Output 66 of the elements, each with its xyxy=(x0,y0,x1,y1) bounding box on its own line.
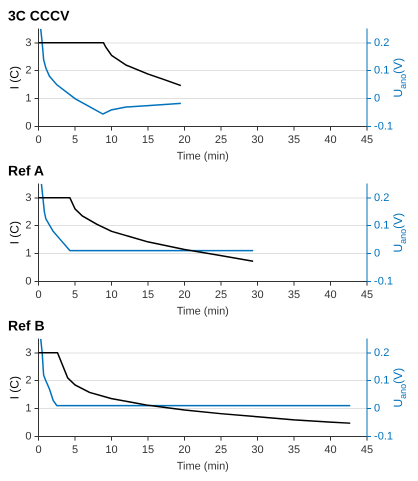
y2-axis-title: Uano(V) xyxy=(391,368,408,408)
x-tick-label: 30 xyxy=(251,289,264,302)
x-tick-label: 45 xyxy=(360,444,374,456)
x-tick-label: 10 xyxy=(105,444,118,456)
x-tick-label: 40 xyxy=(324,444,337,456)
y2-tick-label: 0.1 xyxy=(374,220,390,232)
x-tick-label: 10 xyxy=(105,289,118,302)
x-tick-label: 30 xyxy=(251,134,264,146)
y2-tick-label: 0.1 xyxy=(374,64,390,77)
x-tick-label: 40 xyxy=(324,134,337,146)
y-tick-label: 2 xyxy=(25,374,32,387)
x-tick-label: 45 xyxy=(360,134,374,146)
x-tick-label: 35 xyxy=(288,289,300,302)
x-tick-label: 15 xyxy=(142,289,154,302)
y-tick-label: 0 xyxy=(25,430,32,443)
x-tick-label: 40 xyxy=(324,289,337,302)
x-axis-title: Time (min) xyxy=(176,305,229,318)
x-axis-title: Time (min) xyxy=(176,460,229,472)
x-tick-label: 25 xyxy=(214,444,228,456)
y-tick-label: 1 xyxy=(25,402,32,415)
y2-tick-label: 0.2 xyxy=(374,36,390,49)
x-tick-label: 5 xyxy=(72,134,78,146)
y-tick-label: 0 xyxy=(25,276,32,288)
y-tick-label: 3 xyxy=(25,36,32,49)
y2-tick-label: 0 xyxy=(374,248,380,260)
x-tick-label: 35 xyxy=(288,134,300,146)
y-tick-label: 1 xyxy=(25,92,32,105)
y2-tick-label: 0 xyxy=(374,402,380,415)
y-tick-label: 2 xyxy=(25,64,32,77)
y-axis-title: I (C) xyxy=(8,221,22,244)
chart-title: Ref B xyxy=(8,317,45,334)
chart-title: Ref A xyxy=(8,162,44,178)
y-tick-label: 3 xyxy=(25,192,32,204)
y2-tick-label: -0.1 xyxy=(374,430,394,443)
y-tick-label: 0 xyxy=(25,120,32,133)
x-tick-label: 30 xyxy=(251,444,264,456)
y-axis-title: I (C) xyxy=(8,376,22,400)
y2-axis-title: Uano(V) xyxy=(391,212,408,253)
y-tick-label: 1 xyxy=(25,248,32,260)
y2-tick-label: 0.2 xyxy=(374,346,390,359)
x-tick-label: 20 xyxy=(178,444,191,456)
x-axis-title: Time (min) xyxy=(176,150,229,162)
x-tick-label: 0 xyxy=(35,289,42,302)
x-tick-label: 45 xyxy=(360,289,374,302)
y2-tick-label: -0.1 xyxy=(374,276,394,288)
y2-axis-title: Uano(V) xyxy=(391,58,408,98)
y2-tick-label: 0 xyxy=(374,92,380,105)
x-tick-label: 5 xyxy=(72,444,78,456)
y2-tick-label: 0.2 xyxy=(374,192,390,204)
x-tick-label: 15 xyxy=(142,134,154,146)
y-tick-label: 3 xyxy=(25,346,32,359)
x-tick-label: 25 xyxy=(214,289,228,302)
chart-title: 3C CCCV xyxy=(8,7,70,24)
y-tick-label: 2 xyxy=(25,220,32,232)
x-tick-label: 5 xyxy=(72,289,78,302)
x-tick-label: 0 xyxy=(35,134,42,146)
y2-tick-label: 0.1 xyxy=(374,374,390,387)
y2-tick-label: -0.1 xyxy=(374,120,394,133)
x-tick-label: 20 xyxy=(178,289,191,302)
x-tick-label: 15 xyxy=(142,444,154,456)
x-tick-label: 20 xyxy=(178,134,191,146)
x-tick-label: 10 xyxy=(105,134,118,146)
x-tick-label: 25 xyxy=(214,134,228,146)
y-axis-title: I (C) xyxy=(8,66,22,90)
x-tick-label: 35 xyxy=(288,444,300,456)
x-tick-label: 0 xyxy=(35,444,42,456)
